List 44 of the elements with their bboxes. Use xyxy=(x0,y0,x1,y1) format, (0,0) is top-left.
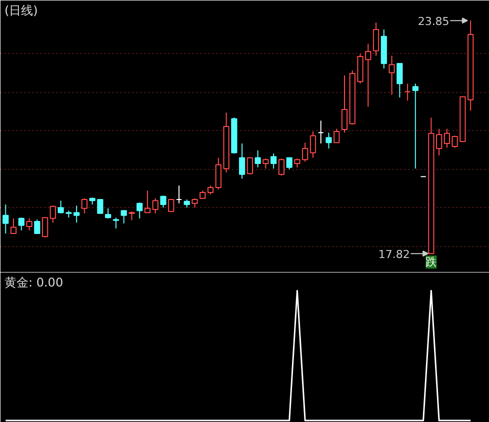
candlestick xyxy=(192,198,198,208)
candlestick xyxy=(176,185,182,204)
candlestick xyxy=(238,142,246,180)
candlestick xyxy=(404,83,411,102)
candlestick xyxy=(326,132,332,149)
candlestick xyxy=(2,204,9,234)
candlestick xyxy=(73,205,80,224)
candlestick xyxy=(160,195,166,208)
candlestick xyxy=(444,128,450,148)
candlestick xyxy=(120,210,127,224)
candlestick xyxy=(436,128,442,156)
candlestick xyxy=(42,217,48,238)
candlestick xyxy=(310,130,316,158)
candlestick xyxy=(136,202,143,219)
candlestick xyxy=(58,200,64,214)
chart-title: (日线) xyxy=(4,4,38,18)
annotation: 23.85 xyxy=(418,15,450,28)
candlestick xyxy=(18,217,24,231)
candlestick xyxy=(112,217,120,229)
candlestick xyxy=(152,198,158,214)
candlestick xyxy=(318,120,324,144)
candlestick xyxy=(396,62,403,98)
candlestick xyxy=(34,219,40,234)
chart-title: 黄金: 0.00 xyxy=(4,276,64,290)
annotation: 跌 xyxy=(426,256,437,269)
candlestick xyxy=(262,158,269,170)
candlestick xyxy=(246,157,253,175)
candlestick xyxy=(10,218,17,234)
candlestick xyxy=(412,83,418,170)
annotation: 17.82 xyxy=(378,248,410,262)
candlestick xyxy=(105,208,112,219)
candlestick xyxy=(334,128,340,144)
candlestick xyxy=(50,205,56,224)
candlestick xyxy=(388,55,395,96)
candlestick xyxy=(286,157,292,170)
candlestick xyxy=(26,218,32,231)
candlestick xyxy=(270,153,277,170)
candlestick xyxy=(144,190,151,214)
candlestick xyxy=(372,22,380,56)
candlestick xyxy=(168,198,174,212)
candlestick xyxy=(341,74,348,134)
candlestick xyxy=(254,150,261,168)
candlestick xyxy=(81,198,88,214)
candlestick xyxy=(278,158,285,176)
